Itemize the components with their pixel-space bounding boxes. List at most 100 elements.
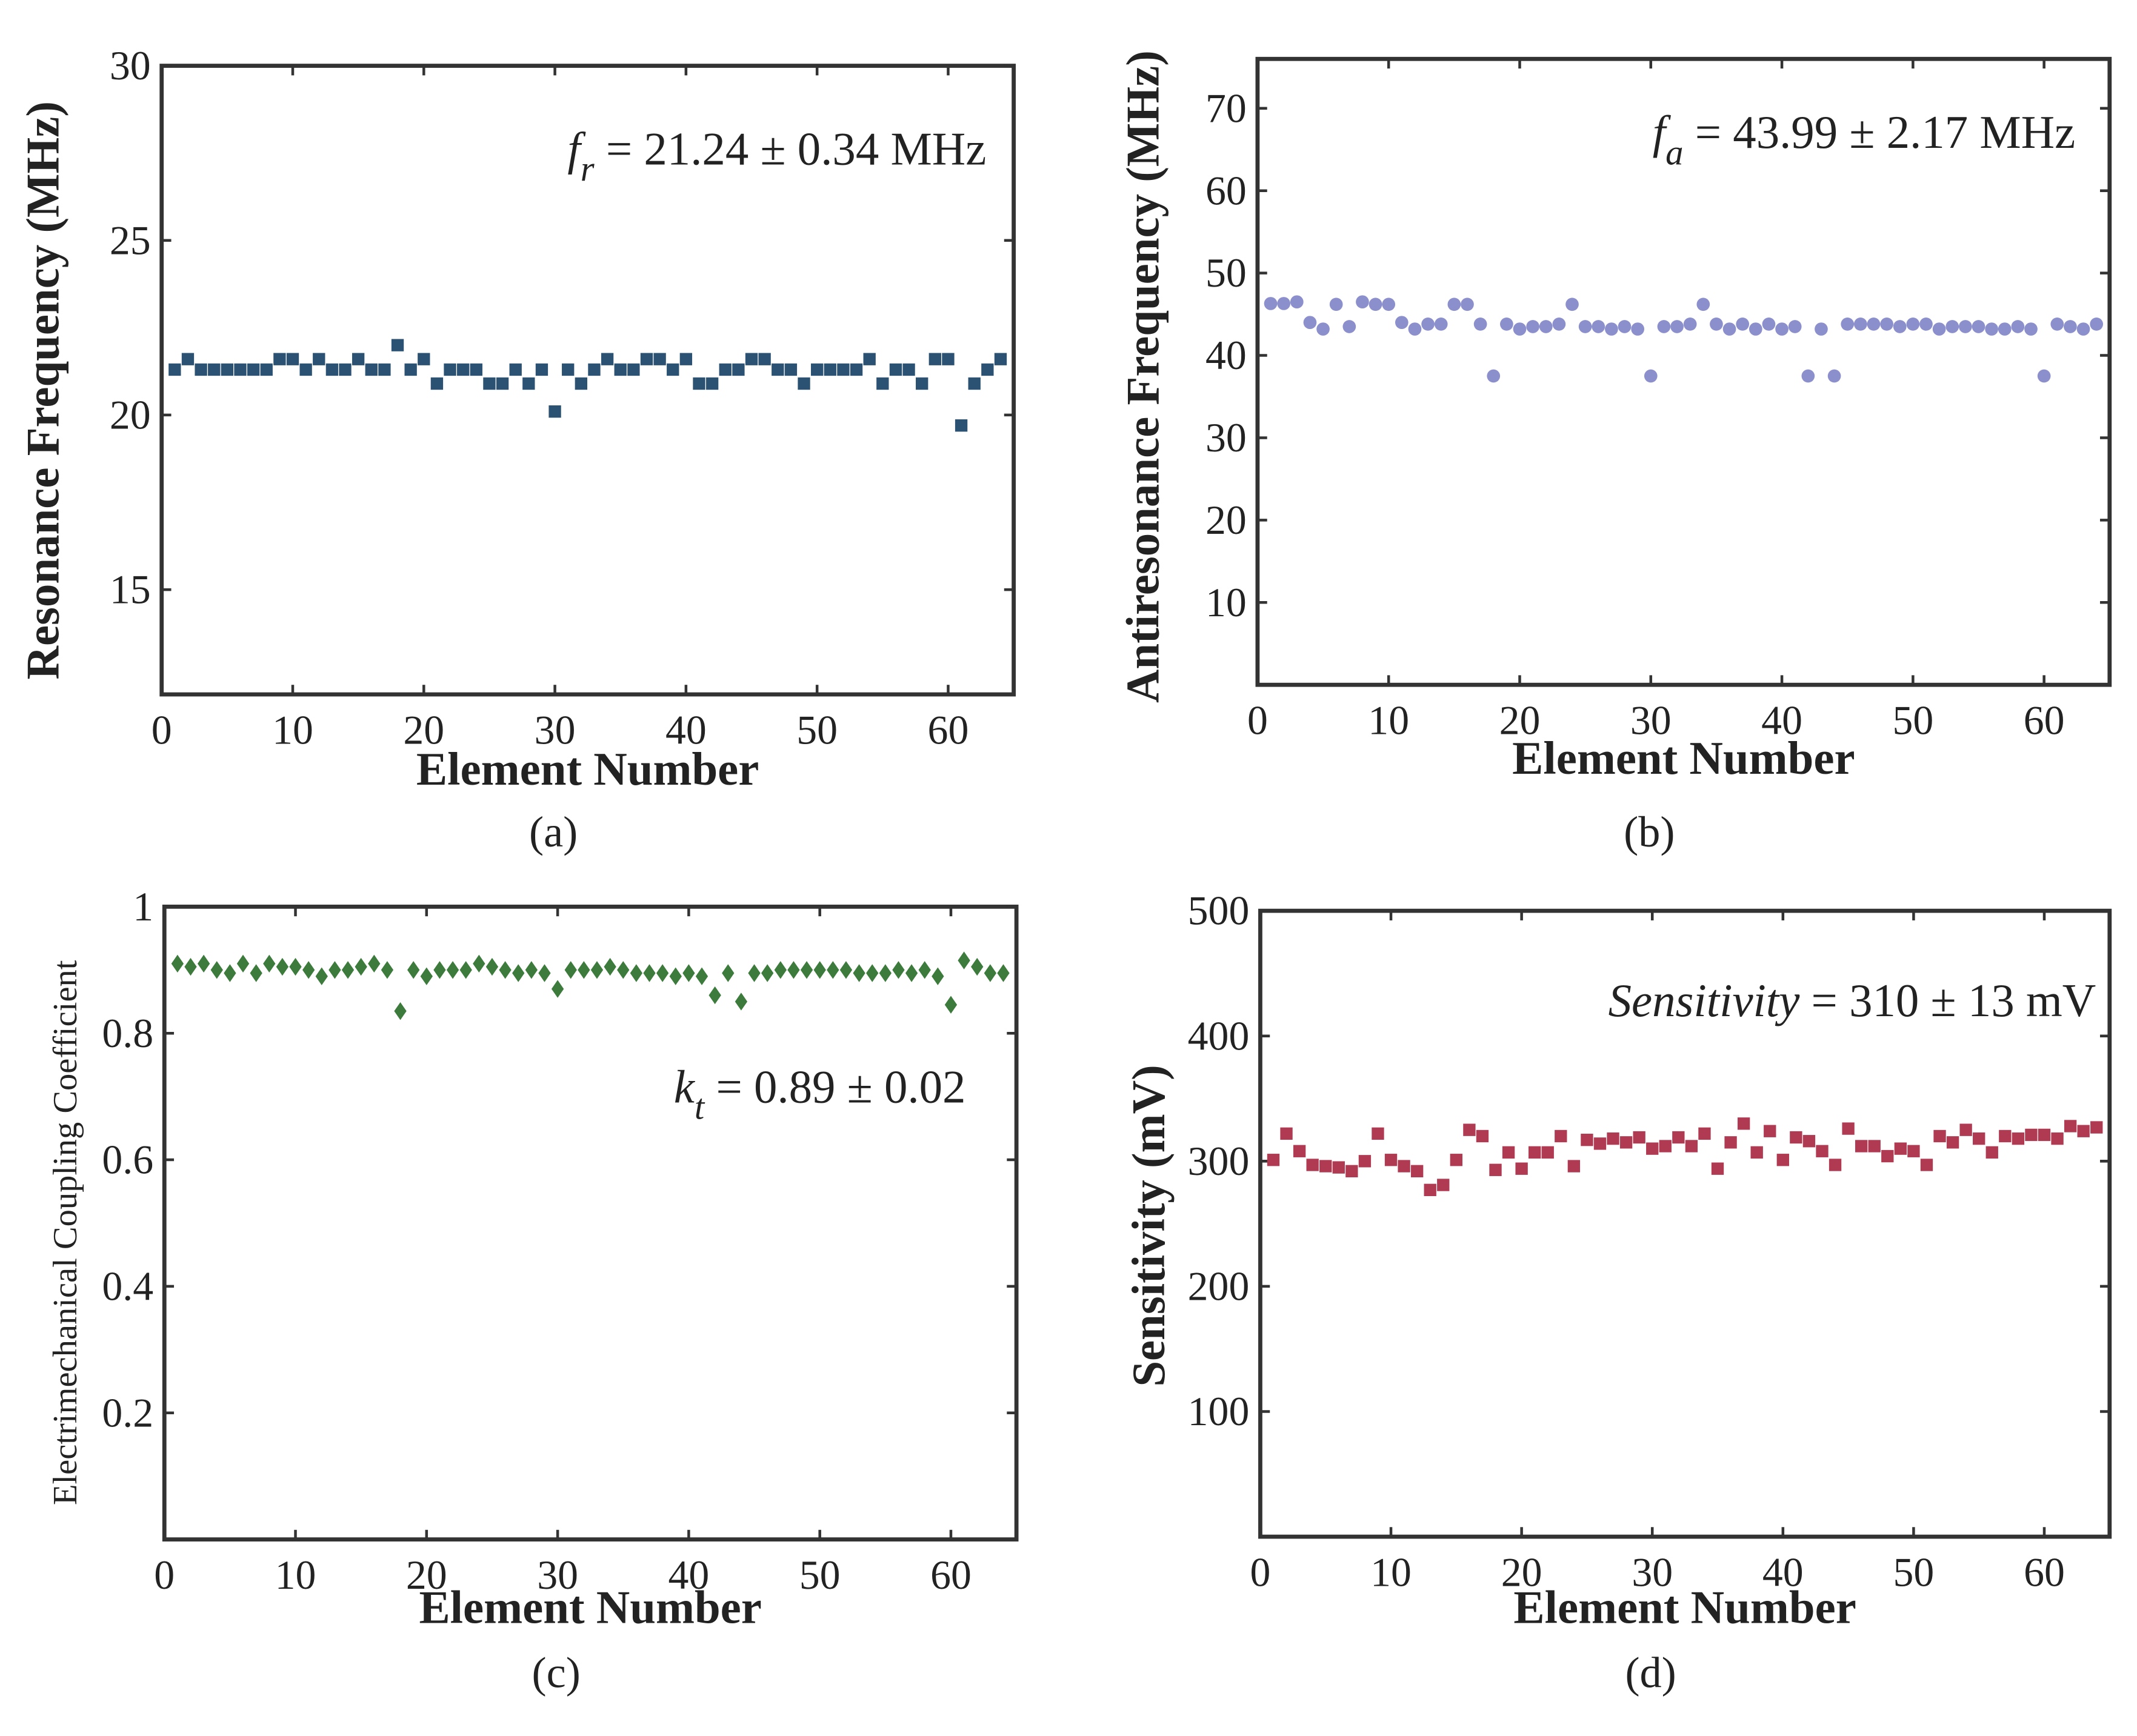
y-tick-label: 400: [1188, 1013, 1250, 1059]
marker: [538, 964, 551, 982]
x-tick-label: 0: [154, 1552, 175, 1598]
marker: [1398, 1160, 1410, 1172]
marker: [839, 961, 853, 979]
marker: [1408, 322, 1422, 336]
y-tick-label: 300: [1188, 1139, 1250, 1184]
y-tick-label: 0.8: [102, 1011, 153, 1056]
y-tick-label: 30: [1205, 415, 1247, 461]
marker: [1999, 1129, 2012, 1143]
marker: [224, 964, 236, 982]
marker: [578, 961, 590, 979]
marker: [263, 954, 276, 973]
marker: [564, 961, 577, 979]
marker: [1906, 318, 1920, 331]
x-tick-label: 60: [2024, 1549, 2065, 1595]
marker: [2011, 320, 2025, 333]
x-tick-label: 60: [930, 1552, 972, 1598]
marker: [562, 363, 575, 376]
marker: [1437, 1179, 1450, 1191]
marker: [1659, 1140, 1672, 1152]
marker: [1683, 318, 1697, 331]
marker: [1855, 1140, 1868, 1152]
marker: [1303, 316, 1317, 330]
marker: [1631, 322, 1645, 336]
marker: [496, 377, 509, 390]
marker: [1710, 318, 1723, 331]
y-tick-label: 20: [110, 393, 151, 438]
marker: [1749, 322, 1762, 336]
panel: 0.20.40.60.810 10 20 30 40 50 60Electrimechani…: [47, 884, 1019, 1697]
marker: [784, 363, 798, 376]
marker: [614, 363, 627, 376]
x-tick-label: 10: [275, 1552, 316, 1598]
marker: [853, 964, 865, 982]
marker: [1463, 1123, 1476, 1136]
marker: [1316, 322, 1330, 336]
marker: [1382, 298, 1396, 311]
marker: [1280, 1127, 1293, 1140]
marker: [250, 964, 262, 982]
marker: [2025, 1128, 2038, 1142]
marker: [787, 961, 800, 979]
y-tick-label: 20: [1205, 497, 1247, 543]
marker: [522, 377, 535, 390]
y-tick-label: 15: [110, 567, 151, 613]
annotation: fa = 43.99 ± 2.17 MHz: [1653, 107, 2075, 172]
marker: [459, 961, 472, 979]
marker: [1657, 320, 1671, 333]
marker: [693, 377, 705, 390]
marker: [1973, 1132, 1985, 1145]
marker: [1487, 369, 1501, 383]
x-tick-label: 60: [928, 707, 969, 753]
y-tick-label: 30: [110, 43, 151, 88]
marker: [656, 964, 669, 982]
marker: [889, 363, 902, 376]
marker: [1513, 322, 1527, 336]
marker: [1764, 1125, 1776, 1137]
marker: [916, 377, 928, 390]
y-tick-label: 60: [1205, 168, 1247, 213]
marker: [643, 964, 656, 982]
marker: [866, 964, 879, 982]
marker: [368, 954, 381, 973]
marker: [971, 957, 984, 976]
marker: [772, 363, 784, 376]
y-tick-label: 0.6: [102, 1137, 153, 1183]
marker: [1815, 322, 1828, 336]
marker: [604, 957, 616, 976]
marker: [1410, 1165, 1424, 1178]
x-tick-label: 40: [1761, 698, 1802, 743]
marker: [735, 993, 748, 1011]
annotation-text: = 0.89 ± 0.02: [704, 1062, 965, 1113]
marker: [1685, 1140, 1698, 1152]
marker: [722, 964, 735, 982]
marker: [955, 419, 968, 432]
marker: [2090, 1121, 2103, 1134]
marker: [1670, 320, 1684, 333]
marker: [299, 363, 312, 376]
marker: [420, 967, 433, 985]
marker: [1424, 1183, 1436, 1196]
marker: [499, 961, 512, 979]
marker: [837, 363, 850, 376]
x-tick-label: 10: [1368, 698, 1409, 743]
x-tick-label: 50: [799, 1552, 841, 1598]
panel-label: (b): [1624, 808, 1675, 856]
marker: [273, 353, 286, 365]
marker: [1802, 1135, 1816, 1148]
marker: [381, 961, 394, 979]
marker: [1473, 318, 1487, 331]
x-tick-label: 50: [796, 707, 838, 753]
x-axis-label: Element Number: [1512, 733, 1855, 784]
marker: [171, 954, 184, 973]
marker: [800, 961, 813, 979]
x-tick-label: 20: [1501, 1549, 1542, 1595]
marker: [994, 353, 1007, 365]
marker: [1434, 318, 1448, 331]
marker: [313, 353, 325, 365]
marker: [260, 363, 273, 376]
marker: [1319, 1160, 1332, 1172]
marker: [1356, 295, 1369, 309]
marker: [905, 964, 918, 982]
marker: [407, 961, 420, 979]
